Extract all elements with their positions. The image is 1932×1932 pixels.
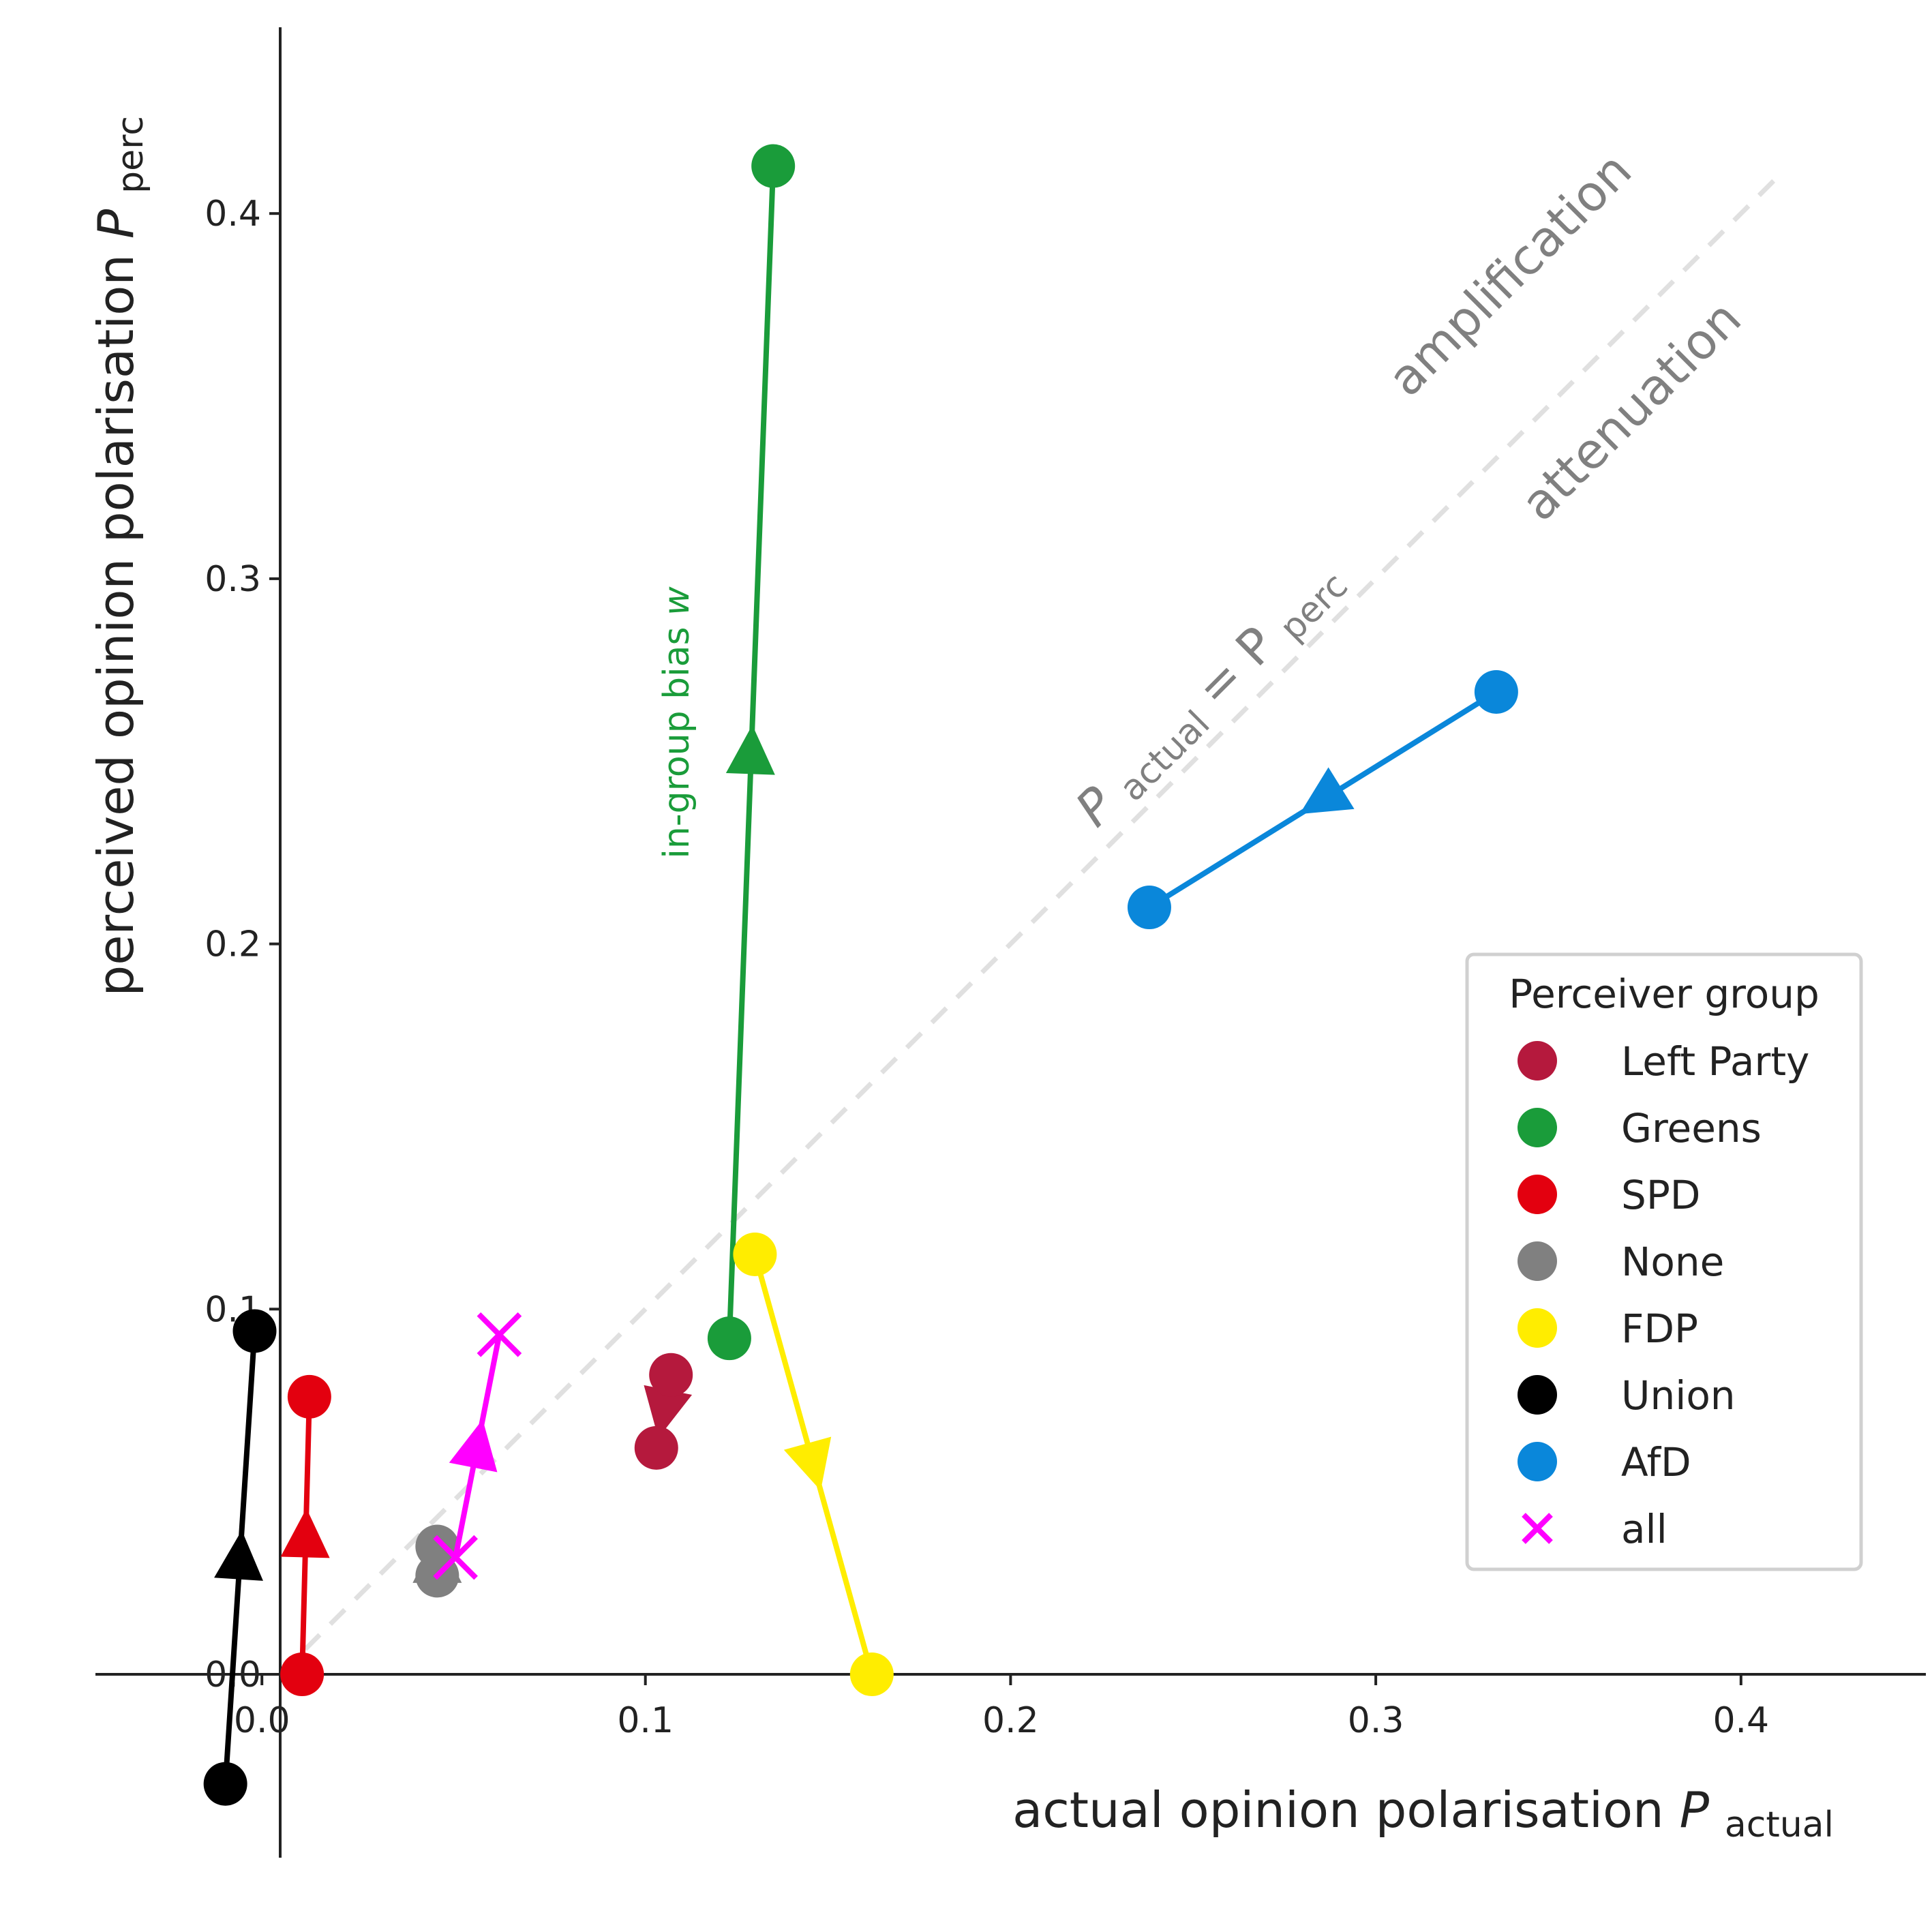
- series-arrow-greens: [725, 725, 775, 775]
- series-afd: [1127, 669, 1518, 930]
- legend-marker-none: [1518, 1241, 1557, 1281]
- legend-marker-fdp: [1518, 1308, 1557, 1348]
- x-marker-b: [433, 1535, 478, 1580]
- legend-entry-all: all: [1522, 1506, 1667, 1552]
- legend-entry-spd: SPD: [1518, 1172, 1700, 1218]
- identity-label-sub-actual: actual: [1112, 703, 1218, 809]
- series-point-start-union: [203, 1762, 247, 1806]
- identity-label-eq: = P: [1185, 616, 1286, 717]
- x-axis-label-symbol: P: [1680, 1781, 1710, 1839]
- x-axis-label-text: actual opinion polarisation: [1012, 1781, 1664, 1839]
- y-tick-label-2: 0.2: [205, 924, 261, 965]
- series-fdp: [733, 1232, 894, 1696]
- legend-marker-union: [1518, 1375, 1557, 1415]
- series-point-end-fdp: [849, 1652, 894, 1696]
- series-arrow-fdp: [783, 1436, 832, 1491]
- legend-marker-left-party: [1518, 1041, 1557, 1081]
- x-tick-label-3: 0.3: [1348, 1700, 1404, 1741]
- series-arrow-union: [214, 1530, 263, 1581]
- legend-label-greens: Greens: [1621, 1105, 1762, 1151]
- legend-entry-fdp: FDP: [1518, 1305, 1698, 1352]
- legend-label-afd: AfD: [1621, 1439, 1691, 1485]
- series-point-end-union: [232, 1309, 277, 1353]
- legend-entry-left-party: Left Party: [1518, 1038, 1809, 1085]
- y-axis-label-symbol: P: [87, 209, 145, 239]
- series-point-start-spd: [280, 1652, 324, 1696]
- legend-entry-afd: AfD: [1518, 1439, 1691, 1485]
- y-tick-label-4: 0.4: [205, 194, 261, 235]
- legend-label-none: None: [1621, 1239, 1724, 1285]
- ingroup-bias-w: w: [656, 586, 697, 616]
- y-axis-label-sub: perc: [110, 116, 151, 194]
- series-point-end-left-party: [634, 1425, 678, 1470]
- series-arrow-left-party: [644, 1385, 693, 1438]
- x-tick-label-1: 0.1: [617, 1700, 674, 1741]
- y-axis-label: perceived opinion polarisation P perc: [87, 116, 151, 996]
- series-arrow-afd: [1299, 767, 1355, 815]
- series-point-start-fdp: [733, 1232, 777, 1276]
- series-left-party: [634, 1353, 693, 1470]
- x-axis-label-sub: actual: [1725, 1805, 1834, 1845]
- series-point-start-afd: [1474, 669, 1518, 714]
- series-arrow-spd: [280, 1508, 330, 1558]
- annotation-layer: amplification attenuation P actual = P p…: [656, 142, 1752, 859]
- x-tick-label-0: 0.0: [234, 1700, 290, 1741]
- series-layer: [203, 144, 1518, 1806]
- series-point-end-spd: [287, 1374, 331, 1419]
- legend-entries: Left Party Greens SPD None FDP Union AfD all: [1518, 1038, 1809, 1552]
- series-point-end-greens: [751, 144, 796, 188]
- legend-entry-union: Union: [1518, 1372, 1736, 1419]
- x-marker-b: [477, 1312, 522, 1357]
- series-point-end-afd: [1127, 886, 1171, 930]
- series-point-start-left-party: [649, 1353, 693, 1397]
- series-arrow-all: [449, 1419, 498, 1473]
- series-all: [433, 1312, 522, 1580]
- legend-marker-greens: [1518, 1108, 1557, 1147]
- series-point-start-all: [433, 1535, 478, 1580]
- legend-entry-none: None: [1518, 1239, 1724, 1285]
- identity-label-sub-perc: perc: [1272, 565, 1356, 649]
- ingroup-bias-annotation: in-group bias w: [656, 586, 697, 859]
- axis-labels-layer: actual opinion polarisation P actual per…: [87, 116, 1834, 1845]
- legend-label-fdp: FDP: [1621, 1305, 1698, 1352]
- x-tick-label-2: 0.2: [982, 1700, 1039, 1741]
- legend-marker-b-all: [1522, 1513, 1553, 1544]
- legend-marker-spd: [1518, 1175, 1557, 1214]
- series-union: [203, 1309, 277, 1806]
- series-point-start-greens: [707, 1316, 751, 1361]
- legend: Perceiver group Left Party Greens SPD None F…: [1465, 952, 1863, 1571]
- legend-label-spd: SPD: [1621, 1172, 1700, 1218]
- legend-entry-greens: Greens: [1518, 1105, 1762, 1151]
- ingroup-bias-text: in-group bias: [656, 616, 697, 859]
- y-axis-label-text: perceived opinion polarisation: [87, 254, 145, 996]
- legend-title: Perceiver group: [1509, 971, 1820, 1017]
- legend-label-union: Union: [1621, 1372, 1736, 1419]
- series-spd: [280, 1374, 331, 1696]
- legend-label-all: all: [1621, 1506, 1667, 1552]
- x-axis-label: actual opinion polarisation P actual: [1012, 1781, 1834, 1845]
- series-point-end-none: [415, 1524, 459, 1569]
- series-greens: [707, 144, 796, 1361]
- legend-label-left-party: Left Party: [1621, 1038, 1809, 1085]
- y-tick-label-3: 0.3: [205, 559, 261, 600]
- x-tick-label-4: 0.4: [1712, 1700, 1769, 1741]
- legend-marker-afd: [1518, 1442, 1557, 1481]
- legend-frame: [1465, 952, 1863, 1571]
- series-point-end-all: [477, 1312, 522, 1357]
- amplification-annotation: amplification: [1377, 142, 1643, 408]
